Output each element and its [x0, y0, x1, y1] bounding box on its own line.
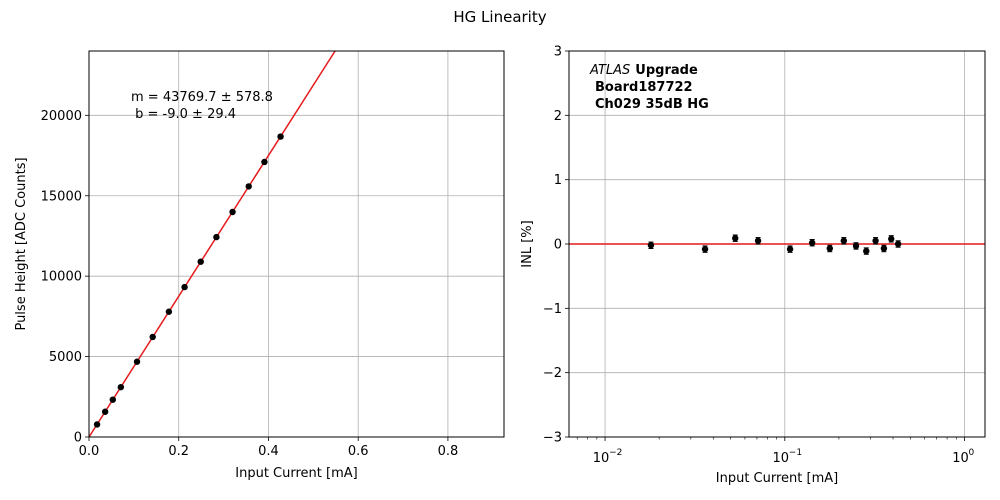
- channel-annotation: Ch029 35dB HG: [595, 97, 709, 112]
- left-y-tick-label: 10000: [41, 270, 82, 285]
- left-data-point: [229, 208, 236, 216]
- atlas-label: ATLAS: [589, 63, 630, 78]
- left-points: [93, 133, 284, 428]
- left-x-tick-label: 0.8: [438, 444, 459, 459]
- left-data-point: [245, 183, 252, 190]
- right-data-point: [888, 235, 895, 243]
- right-data-point: [754, 237, 762, 244]
- upgrade-label: Upgrade: [635, 63, 698, 78]
- right-y-tick-label: 1: [554, 173, 562, 188]
- left-data-point: [165, 308, 173, 315]
- right-data-point: [880, 245, 888, 252]
- right-data-point: [701, 245, 709, 253]
- left-data-point: [133, 358, 141, 365]
- left-x-tick-label: 0.6: [348, 444, 369, 459]
- left-data-point: [109, 396, 116, 403]
- right-data-point: [732, 235, 739, 242]
- right-points: [647, 234, 902, 255]
- right-x-tick-exponent: −2: [609, 448, 622, 458]
- fit-intercept-annotation: b = -9.0 ± 29.4: [131, 107, 236, 122]
- left-x-axis-label: Input Current [mA]: [235, 466, 357, 481]
- board-annotation: Board187722: [595, 80, 693, 95]
- right-y-tick-label: −1: [543, 302, 562, 317]
- right-y-tick-label: −3: [543, 431, 562, 446]
- right-data-point: [852, 242, 860, 250]
- left-data-point: [117, 383, 125, 391]
- left-data-point: [101, 408, 109, 415]
- left-data-point: [181, 283, 188, 291]
- right-data-point: [863, 247, 870, 255]
- right-data-point: [840, 237, 848, 244]
- left-ticks: 0.0 0.2 0.4 0.6 0.8 0 5000 10000 15000 20000: [41, 109, 459, 459]
- left-x-tick-label: 0.2: [168, 444, 189, 459]
- left-fit-line-group: [88, 50, 336, 438]
- right-x-tick-exponent: 0: [969, 448, 975, 458]
- right-x-tick-label: 10: [593, 451, 610, 466]
- right-data-point: [894, 240, 902, 248]
- atlas-annotation: ATLAS Upgrade: [589, 63, 698, 78]
- left-data-point: [149, 333, 156, 341]
- fit-slope-annotation: m = 43769.7 ± 578.8: [131, 90, 273, 105]
- left-y-tick-label: 0: [74, 431, 82, 446]
- left-x-tick-label: 0.0: [79, 444, 100, 459]
- left-fit-line: [88, 50, 336, 438]
- right-data-point: [808, 239, 816, 246]
- right-x-axis-label: Input Current [mA]: [716, 471, 838, 486]
- right-x-tick-label: 10: [952, 451, 969, 466]
- right-y-axis-label: INL [%]: [520, 220, 535, 267]
- right-x-tick-exponent: −1: [789, 448, 802, 458]
- left-panel: 0.0 0.2 0.4 0.6 0.8 0 5000 10000 15000 20000 Inpu…: [14, 50, 505, 481]
- left-y-axis-label: Pulse Height [ADC Counts]: [14, 157, 29, 330]
- right-x-tick-label: 10: [773, 451, 790, 466]
- right-data-point: [647, 242, 655, 249]
- figure-title: HG Linearity: [453, 8, 546, 26]
- left-y-tick-label: 15000: [41, 189, 82, 204]
- right-y-tick-label: 3: [554, 45, 562, 60]
- right-data-point: [826, 245, 834, 252]
- left-y-tick-label: 20000: [41, 109, 82, 124]
- left-y-tick-label: 5000: [49, 350, 82, 365]
- left-data-point: [277, 133, 284, 140]
- left-data-point: [197, 258, 204, 265]
- right-y-tick-label: −2: [543, 366, 562, 381]
- right-y-tick-label: 0: [554, 238, 562, 253]
- right-data-point: [872, 237, 879, 244]
- left-data-point: [213, 233, 220, 241]
- right-y-tick-label: 2: [554, 109, 562, 124]
- left-x-tick-label: 0.4: [258, 444, 279, 459]
- right-data-point: [786, 245, 794, 253]
- left-data-point: [261, 158, 268, 166]
- left-axes-frame: [88, 50, 505, 438]
- left-data-point: [93, 421, 101, 428]
